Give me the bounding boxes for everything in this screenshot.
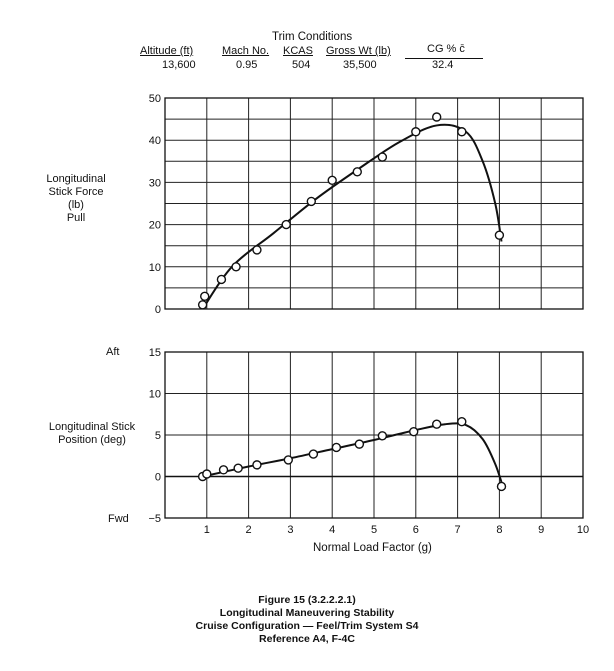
trim-value-gross-wt: 35,500: [343, 59, 377, 71]
force-data-point: [377, 152, 388, 162]
force-data-point: [411, 127, 421, 137]
trim-header-kcas: KCAS: [283, 45, 313, 57]
trim-header-gross-wt: Gross Wt (lb): [326, 45, 391, 57]
position-x-tick-label: 3: [287, 524, 293, 536]
position-data-point: [409, 426, 419, 437]
force-plot-frame: [164, 97, 584, 310]
top-ylabel-line: Pull: [66, 212, 86, 224]
position-data-point: [432, 419, 442, 429]
trim-value-kcas: 504: [292, 59, 311, 71]
caption-line: Cruise Configuration — Feel/Trim System …: [195, 620, 419, 632]
force-data-point: [281, 219, 291, 230]
force-y-tick-label: 20: [149, 220, 161, 232]
caption-line: Longitudinal Maneuvering Stability: [219, 607, 395, 619]
position-data-point: [233, 463, 243, 473]
position-data-point: [331, 442, 342, 453]
force-y-tick-label: 30: [149, 177, 161, 189]
position-y-tick-label: 15: [149, 347, 161, 359]
position-y-tick-label: 5: [155, 430, 161, 442]
fwd-label: Fwd: [108, 513, 129, 525]
force-y-tick-label: 10: [149, 262, 161, 274]
x-axis-label: Normal Load Factor (g): [313, 542, 432, 554]
trim-value-cg: 32.4: [432, 59, 454, 71]
force-data-point: [352, 167, 362, 177]
position-data-point: [202, 469, 212, 479]
position-data-point: [308, 449, 319, 459]
position-data-point: [457, 417, 467, 427]
top-ylabel-line: Stick Force: [48, 186, 104, 198]
force-data-point: [231, 262, 241, 272]
position-fair-curve: [202, 422, 505, 490]
position-x-tick-label: 2: [246, 524, 252, 536]
trim-header-cg: CG % c̄: [427, 43, 465, 55]
bottom-ylabel: Longitudinal Stick Position (deg): [38, 421, 146, 447]
top-ylabel: Longitudinal Stick Force (lb) Pull: [30, 173, 122, 225]
trim-value-altitude: 13,600: [162, 59, 196, 71]
force-y-tick-label: 50: [149, 93, 161, 105]
force-data-point: [494, 230, 505, 240]
force-data-point: [432, 112, 442, 122]
force-data-point: [306, 196, 316, 207]
position-y-tick-label: 0: [155, 472, 161, 484]
top-ylabel-line: Longitudinal: [46, 173, 106, 185]
force-fair-curve: [201, 123, 503, 310]
trim-cg-rule: [405, 58, 483, 59]
position-y-tick-label: −5: [148, 513, 161, 525]
figure-caption: Figure 15 (3.2.2.2.1) Longitudinal Maneu…: [0, 594, 614, 646]
trim-header-altitude: Altitude (ft): [140, 45, 194, 57]
trim-value-mach: 0.95: [236, 59, 258, 71]
position-data-point: [377, 431, 388, 441]
trim-title: Trim Conditions: [272, 31, 353, 43]
force-data-point: [200, 291, 210, 302]
aft-label: Aft: [106, 346, 120, 358]
position-data-point: [283, 455, 294, 465]
position-x-tick-label: 4: [329, 524, 335, 536]
position-x-tick-label: 5: [371, 524, 377, 536]
position-data-point: [218, 465, 229, 475]
force-data-point: [197, 300, 208, 310]
position-y-tick-label: 10: [149, 389, 161, 401]
force-y-tick-label: 0: [155, 304, 161, 316]
position-x-tick-label: 7: [455, 524, 461, 536]
top-ylabel-line: (lb): [68, 199, 84, 211]
caption-line: Reference A4, F-4C: [259, 633, 355, 645]
force-data-point: [327, 175, 337, 185]
position-x-tick-label: 1: [204, 524, 210, 536]
position-x-tick-label: 8: [496, 524, 502, 536]
position-data-point: [496, 481, 507, 492]
position-plot-frame: [164, 351, 584, 519]
trim-header-mach: Mach No.: [222, 45, 270, 57]
bottom-ylabel-line: Longitudinal Stick: [48, 421, 136, 433]
force-data-point: [216, 274, 227, 285]
bottom-ylabel-line: Position (deg): [58, 434, 126, 446]
position-data-point: [252, 460, 262, 470]
position-x-tick-label: 9: [538, 524, 544, 536]
force-y-tick-label: 40: [149, 135, 161, 147]
position-data-point: [354, 439, 365, 449]
position-x-tick-label: 6: [413, 524, 419, 536]
force-data-point: [457, 127, 467, 137]
caption-line: Figure 15 (3.2.2.2.1): [258, 594, 356, 606]
force-data-point: [252, 245, 262, 255]
position-x-tick-label: 10: [577, 524, 589, 536]
